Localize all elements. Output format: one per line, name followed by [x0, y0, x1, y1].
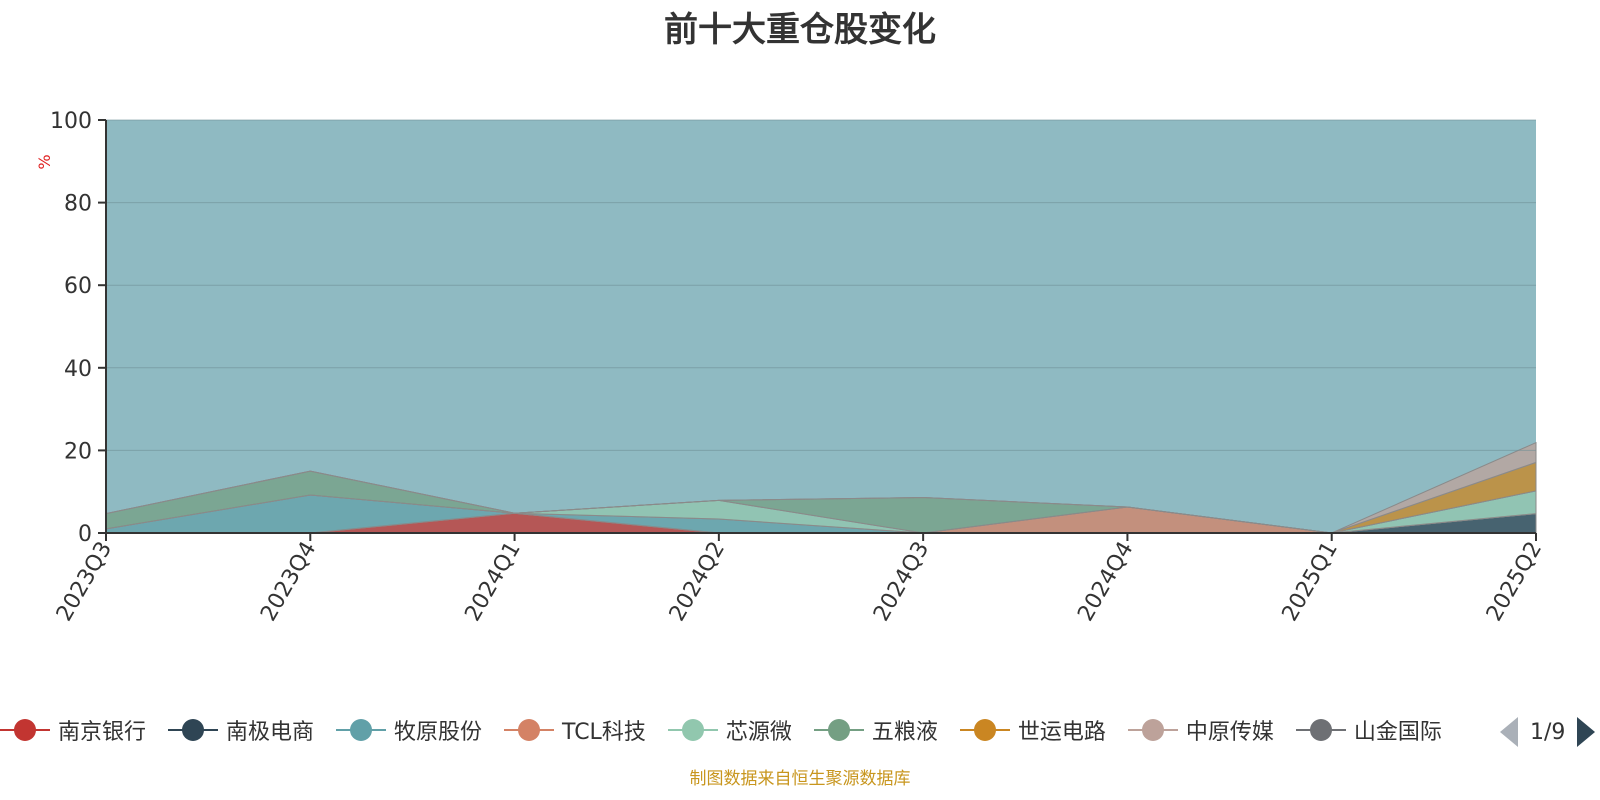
legend-label: 中原传媒: [1185, 720, 1274, 745]
y-tick-label: 20: [64, 439, 92, 464]
legend-label: 芯源微: [725, 720, 792, 745]
legend-marker-icon: [667, 712, 718, 748]
legend-label: 世运电路: [1017, 720, 1106, 745]
y-tick-label: 80: [64, 192, 92, 217]
legend-item[interactable]: 芯源微: [667, 712, 792, 748]
x-tick-label: 2024Q4: [1073, 538, 1138, 626]
x-tick-label: 2024Q3: [869, 538, 934, 626]
x-tick-label: 2023Q3: [52, 538, 117, 626]
x-tick-label: 2025Q1: [1278, 538, 1343, 626]
y-tick-label: 100: [50, 109, 92, 134]
legend-marker-icon: [0, 712, 50, 748]
legend-next-page-icon[interactable]: [1577, 717, 1596, 747]
legend-label: 牧原股份: [394, 720, 483, 745]
x-tick-label: 2024Q1: [460, 538, 525, 626]
legend-pager: 1/9: [1500, 716, 1596, 748]
legend-label: 五粮液: [871, 720, 938, 745]
legend-label: 山金国际: [1353, 720, 1442, 745]
legend-item[interactable]: 山金国际: [1295, 712, 1442, 748]
y-tick-label: 60: [64, 274, 92, 299]
legend-label: 南极电商: [226, 720, 315, 745]
legend: 南京银行 南极电商 牧原股份 TCL科技 芯源微 五粮液 世运电路 中原传媒 山金国际: [0, 712, 1478, 748]
data-source-note: 制图数据来自恒生聚源数据库: [689, 769, 911, 789]
legend-marker-icon: [1127, 712, 1178, 748]
legend-label: TCL科技: [562, 720, 646, 745]
plot-area: [106, 120, 1536, 533]
legend-marker-icon: [336, 712, 387, 748]
legend-item[interactable]: 世运电路: [959, 712, 1106, 748]
y-axis-label: %: [35, 154, 54, 169]
legend-marker-icon: [1295, 712, 1346, 748]
chart-title: 前十大重仓股变化: [664, 10, 936, 50]
legend-marker-icon: [504, 712, 555, 748]
legend-item[interactable]: 牧原股份: [336, 712, 482, 748]
legend-item[interactable]: TCL科技: [504, 712, 646, 748]
legend-item[interactable]: 中原传媒: [1127, 712, 1274, 748]
y-tick-label: 40: [64, 357, 92, 382]
x-tick-label: 2024Q2: [665, 538, 730, 626]
legend-page-indicator: 1/9: [1530, 719, 1566, 745]
area-series-8[interactable]: [105, 441, 1537, 534]
legend-item[interactable]: 南极电商: [168, 712, 314, 748]
legend-prev-page-icon[interactable]: [1500, 717, 1518, 747]
legend-marker-icon: [168, 712, 219, 748]
x-tick-label: 2025Q2: [1482, 538, 1547, 626]
legend-label: 南京银行: [58, 720, 147, 745]
x-tick-label: 2023Q4: [256, 538, 321, 626]
legend-item[interactable]: 五粮液: [813, 712, 938, 748]
legend-item[interactable]: 南京银行: [0, 712, 146, 748]
legend-marker-icon: [959, 712, 1010, 748]
legend-marker-icon: [813, 712, 864, 748]
y-tick-label: 0: [78, 522, 92, 547]
